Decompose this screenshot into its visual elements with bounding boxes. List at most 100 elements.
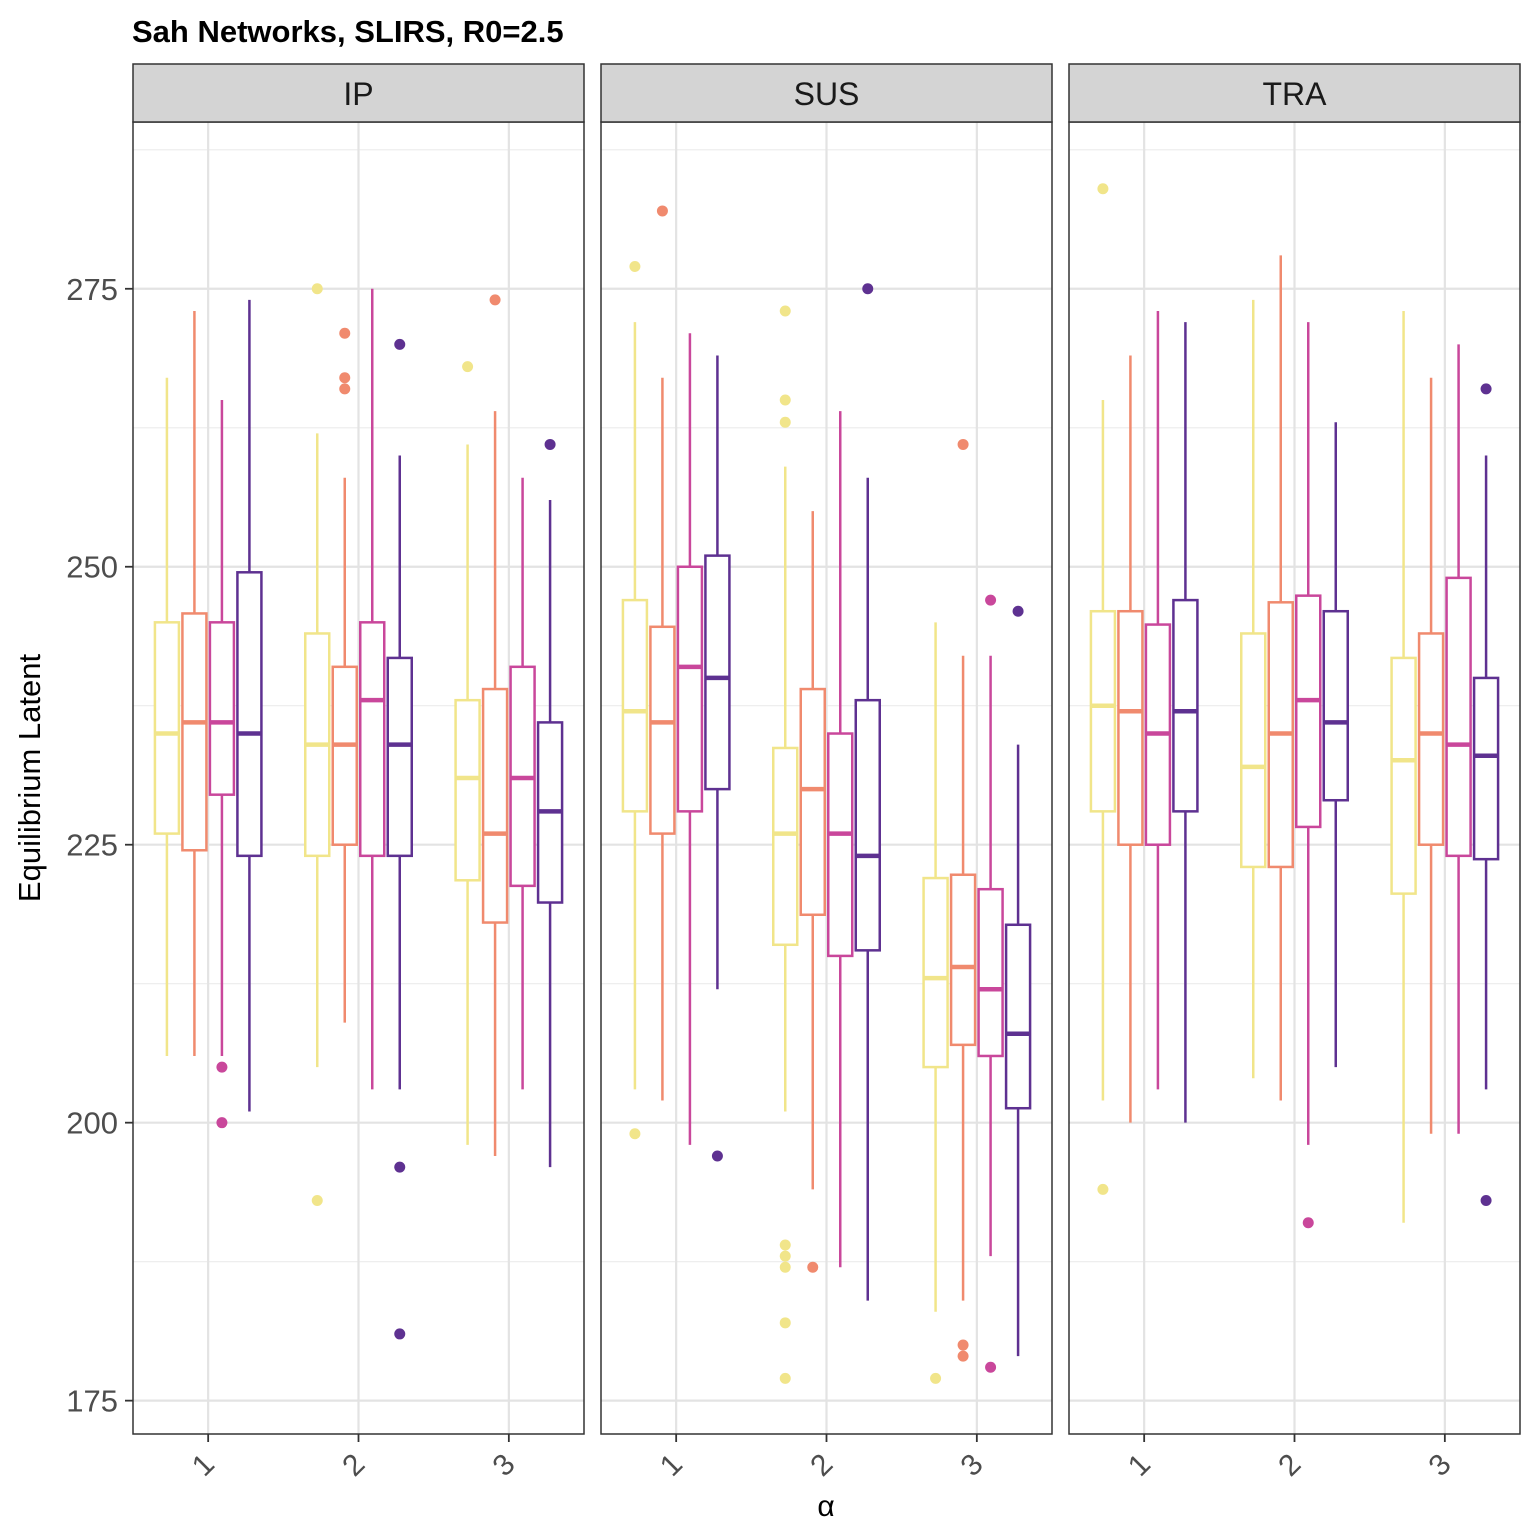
strip-label: TRA (1263, 76, 1328, 112)
y-tick-label: 175 (66, 1384, 118, 1419)
outlier-point (779, 1372, 791, 1384)
box (1004, 923, 1032, 1110)
outlier-point (311, 283, 323, 295)
box (386, 656, 413, 858)
boxplot-ip-1-4 (236, 299, 263, 1112)
outlier-point (779, 1261, 791, 1273)
box (922, 876, 949, 1069)
boxplot-ip-1-3 (208, 399, 236, 1129)
boxplot-tra-3-3 (1445, 344, 1472, 1134)
box (1117, 609, 1144, 846)
outlier-point (779, 1239, 791, 1251)
boxplot-tra-1-3 (1144, 311, 1172, 1090)
box (704, 554, 731, 791)
panel-sus: SUS 1 2 3 (600, 63, 1053, 1483)
x-tick-label: 3 (1423, 1448, 1458, 1483)
outlier-point (807, 1261, 819, 1273)
outlier-point (930, 1372, 942, 1384)
outlier-point (779, 416, 791, 428)
outlier-point (985, 594, 997, 606)
box (799, 687, 826, 917)
boxplot-sus-3-3 (977, 594, 1004, 1373)
boxplot-sus-3-1 (922, 622, 949, 1384)
strip-label: SUS (794, 76, 860, 112)
outlier-point (1480, 383, 1492, 395)
outlier-point (779, 305, 791, 317)
x-tick-label: 1 (186, 1448, 221, 1483)
boxplot-ip-3-2 (481, 294, 509, 1157)
box (977, 887, 1004, 1058)
y-axis-label: Equilibrium Latent (12, 654, 47, 903)
box (676, 565, 704, 813)
boxplot-ip-2-3 (359, 288, 386, 1090)
strip-label: IP (343, 76, 373, 112)
boxplot-sus-1-4 (704, 355, 731, 1162)
outlier-point (957, 1350, 969, 1362)
outlier-point (957, 1339, 969, 1351)
outlier-point (779, 1250, 791, 1262)
boxplot-tra-2-4 (1322, 422, 1349, 1068)
box (772, 746, 799, 947)
boxplot-ip-2-1 (304, 283, 331, 1207)
outlier-point (216, 1117, 228, 1129)
outlier-point (1097, 183, 1109, 195)
y-tick-label: 275 (66, 272, 118, 307)
y-tick-label: 250 (66, 550, 118, 585)
boxplot-ip-3-1 (454, 361, 481, 1145)
boxplot-sus-2-1 (772, 305, 799, 1384)
panel-ip: IP 1 2 3 (132, 63, 585, 1483)
chart-title: Sah Networks, SLIRS, R0=2.5 (132, 14, 564, 49)
box (949, 873, 977, 1047)
outlier-point (311, 1195, 323, 1207)
box (621, 598, 649, 813)
box (1445, 576, 1472, 858)
box (331, 665, 358, 846)
outlier-point (862, 283, 874, 295)
boxplot-tra-2-1 (1240, 299, 1267, 1079)
boxplot-sus-2-2 (799, 511, 826, 1273)
box (1417, 632, 1445, 846)
boxplot-ip-1-1 (153, 377, 181, 1056)
x-tick-label: 3 (487, 1448, 522, 1483)
boxplot-sus-2-3 (827, 411, 854, 1268)
outlier-point (394, 338, 406, 350)
outlier-point (1302, 1217, 1314, 1229)
box (1172, 598, 1199, 813)
x-axis-label: α (817, 1490, 834, 1523)
strip-background (132, 63, 585, 123)
boxplot-sus-1-3 (676, 333, 704, 1145)
box (649, 625, 676, 835)
outlier-point (339, 327, 351, 339)
outlier-point (339, 383, 351, 395)
strip-background (600, 63, 1053, 123)
x-tick-label: 2 (1272, 1448, 1307, 1483)
box (854, 698, 881, 952)
outlier-point (656, 205, 668, 217)
outlier-point (216, 1061, 228, 1073)
boxplot-tra-3-4 (1472, 383, 1500, 1207)
strip-background (1068, 63, 1521, 123)
box (1089, 609, 1117, 813)
box (181, 612, 208, 852)
outlier-point (462, 361, 474, 373)
outlier-point (339, 372, 351, 384)
outlier-point (1480, 1195, 1492, 1207)
outlier-point (1012, 605, 1024, 617)
outlier-point (544, 438, 556, 450)
y-tick-label: 225 (66, 828, 118, 863)
outlier-point (1097, 1183, 1109, 1195)
outlier-point (985, 1361, 997, 1373)
y-axis: 175 200 225 250 275 (66, 272, 133, 1419)
y-tick-label: 200 (66, 1106, 118, 1141)
boxplot-ip-1-2 (181, 311, 208, 1056)
box (827, 732, 854, 958)
box (359, 621, 386, 858)
box (1322, 609, 1349, 802)
x-tick-label: 1 (1122, 1448, 1157, 1483)
outlier-point (711, 1150, 723, 1162)
boxplot-tra-1-2 (1117, 355, 1144, 1123)
outlier-point (489, 294, 501, 306)
outlier-point (957, 438, 969, 450)
outlier-point (629, 261, 641, 273)
